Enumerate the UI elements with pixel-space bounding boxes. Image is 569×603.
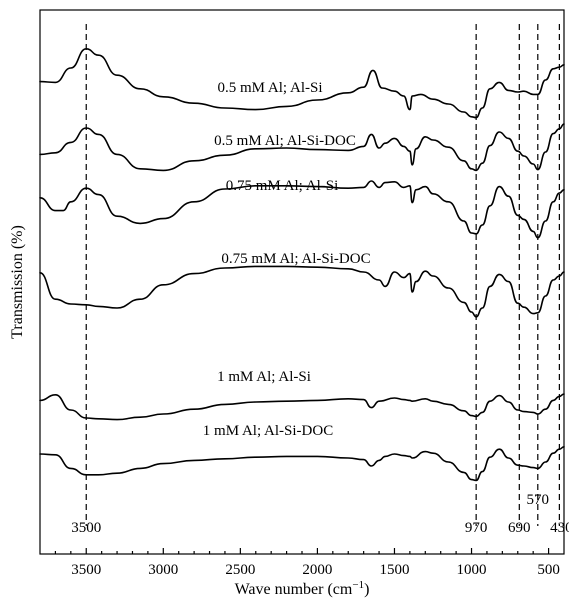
spectrum-3 <box>39 180 565 239</box>
reference-line-label-970: 970 <box>465 520 488 536</box>
x-tick-label-3000: 3000 <box>148 562 178 578</box>
x-axis-title-superscript: −1 <box>352 579 364 591</box>
reference-line-label-430: 430 <box>550 520 569 536</box>
x-tick-label-500: 500 <box>537 562 560 578</box>
x-axis-ticks: 3500 3000 2500 2000 1500 1000 500 <box>54 548 560 578</box>
spectrum-1 <box>39 48 565 119</box>
x-axis-title-main: Wave number (cm <box>235 581 353 598</box>
spectrum-2 <box>39 123 565 172</box>
y-axis-title: Transmission (%) <box>9 225 26 339</box>
spectra <box>39 48 565 482</box>
reference-line-label-3500: 3500 <box>71 520 101 536</box>
series-label-3: 0.75 mM Al; Al-Si <box>226 178 339 194</box>
spectrum-5 <box>39 393 565 421</box>
spectrum-6 <box>39 446 565 482</box>
series-label-5: 1 mM Al; Al-Si <box>217 369 311 385</box>
series-label-6: 1 mM Al; Al-Si-DOC <box>203 423 333 439</box>
spectrum-4 <box>39 265 565 318</box>
x-tick-label-1500: 1500 <box>379 562 409 578</box>
reference-line-label-690: 690 <box>508 520 531 536</box>
x-axis-title-close: ) <box>364 581 369 598</box>
series-labels: 0.5 mM Al; Al-Si 0.5 mM Al; Al-Si-DOC 0.75… <box>203 80 371 439</box>
reference-line-label-570: 570 <box>527 492 550 508</box>
series-label-1: 0.5 mM Al; Al-Si <box>217 80 322 96</box>
x-tick-label-2500: 2500 <box>225 562 255 578</box>
x-tick-label-3500: 3500 <box>71 562 101 578</box>
x-axis-title: Wave number (cm−1) <box>235 579 370 598</box>
x-tick-label-2000: 2000 <box>302 562 332 578</box>
x-tick-label-1000: 1000 <box>457 562 487 578</box>
series-label-2: 0.5 mM Al; Al-Si-DOC <box>214 133 356 149</box>
series-label-4: 0.75 mM Al; Al-Si-DOC <box>221 251 370 267</box>
reference-lines <box>85 24 560 526</box>
